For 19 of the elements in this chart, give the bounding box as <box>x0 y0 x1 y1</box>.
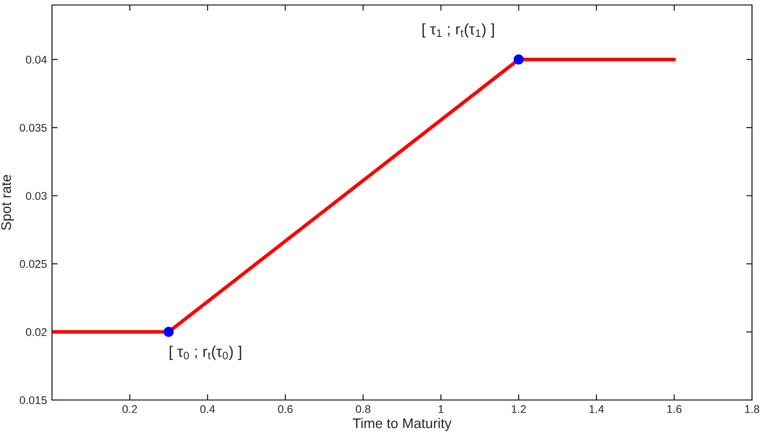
x-tick-label: 0.8 <box>356 405 370 414</box>
x-tick-label: 1 <box>438 405 444 413</box>
y-tick-label: 0.035 <box>20 124 47 132</box>
x-tick-label: 1.8 <box>745 405 760 414</box>
x-tick-label: 0.6 <box>278 405 293 414</box>
y-tick-label: 0.03 <box>26 192 47 200</box>
annotation: [ τ$_{1}$ ; r$_{t}$(τ$_{1}$) ] <box>422 23 494 38</box>
x-tick-label: 1.2 <box>512 405 526 413</box>
x-tick-label: 1.6 <box>667 405 682 414</box>
annotation: [ τ$_{0}$ ; r$_{t}$(τ$_{0}$) ] <box>170 346 242 360</box>
x-axis-title: Time to Maturity <box>352 418 452 431</box>
y-tick-label: 0.02 <box>26 328 47 336</box>
y-tick-label: 0.025 <box>20 260 47 268</box>
y-tick-label: 0.015 <box>20 396 47 404</box>
x-tick-label: 0.2 <box>122 405 137 414</box>
y-tick-label: 0.04 <box>26 56 47 64</box>
x-tick-label: 1.4 <box>590 405 604 413</box>
x-tick-label: 0.4 <box>200 405 215 414</box>
y-axis-title: Spot rate <box>1 174 14 230</box>
